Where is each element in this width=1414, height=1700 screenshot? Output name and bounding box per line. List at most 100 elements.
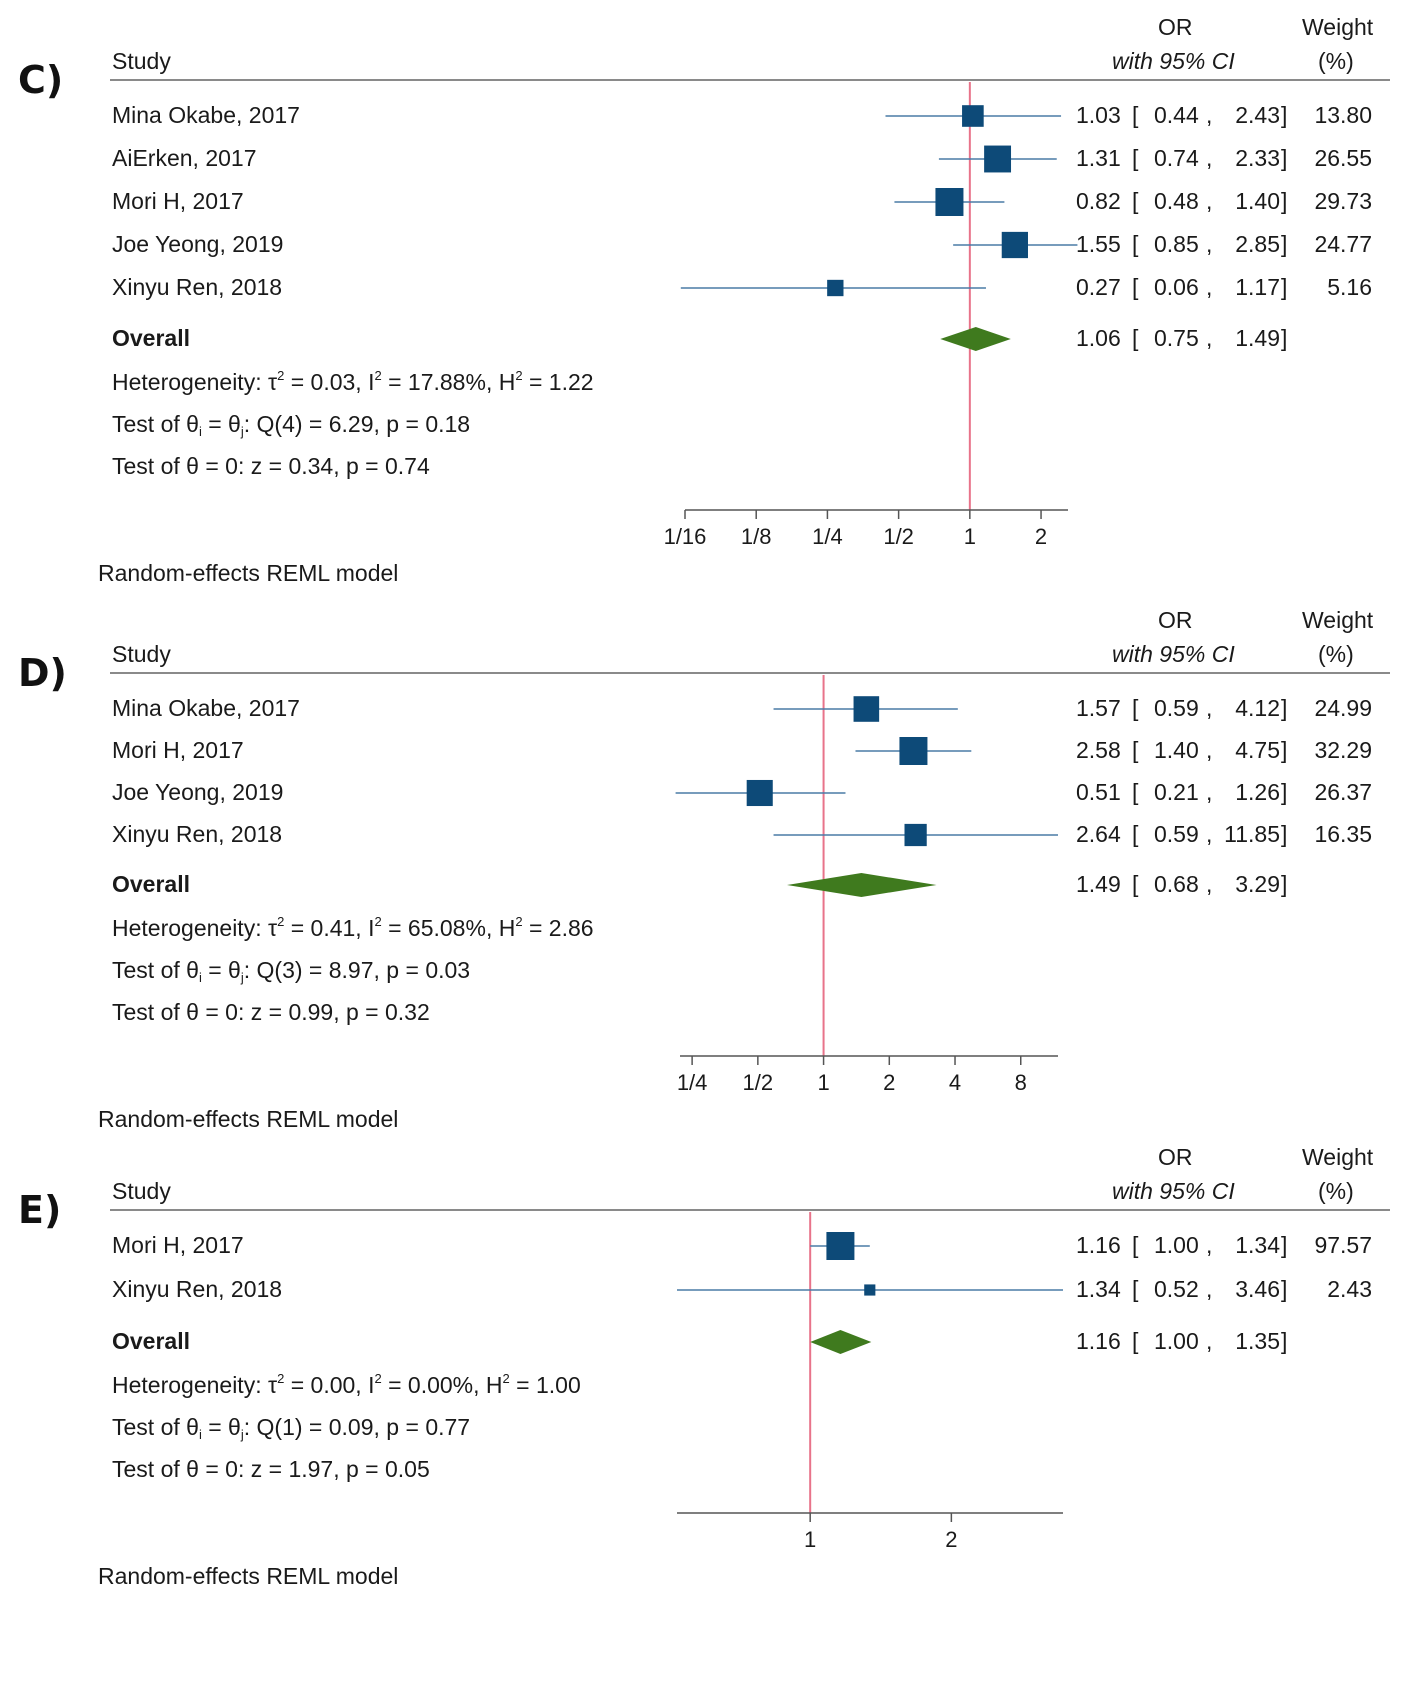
x-tick-label: 1/8: [741, 524, 772, 549]
ci-upper: 2.33: [1235, 145, 1280, 171]
ci-upper: 1.40: [1235, 188, 1280, 214]
ci-close: ]: [1281, 871, 1288, 897]
z-p-value: 0.05: [385, 1456, 430, 1482]
or-header: OR: [1158, 14, 1193, 40]
study-marker: [899, 737, 928, 765]
subscript: j: [240, 1427, 244, 1442]
panel-label: C): [18, 58, 64, 102]
study-marker: [864, 1284, 876, 1296]
i2-value: 65.08%: [407, 915, 486, 941]
subscript: i: [198, 424, 202, 439]
or-value: 1.03: [1076, 102, 1121, 128]
q-value: 8.97: [328, 957, 374, 983]
forest-plot-area: 1/16 1/8 1/4 1/2 1 2: [664, 82, 1078, 549]
x-tick-label: 8: [1015, 1070, 1027, 1095]
x-tick-label: 1: [804, 1527, 816, 1552]
ci-open: [: [1132, 871, 1139, 897]
superscript: 2: [277, 914, 285, 929]
or-value: 0.82: [1076, 188, 1121, 214]
ci-open: [: [1132, 1276, 1139, 1302]
ci-lower: 0.59: [1154, 695, 1199, 721]
subscript: j: [240, 424, 244, 439]
weight-unit-header: (%): [1318, 1178, 1354, 1204]
ci-close: ]: [1281, 188, 1288, 214]
ci-open: [: [1132, 325, 1139, 351]
weight-value: 5.16: [1327, 274, 1372, 300]
ci-comma: ,: [1206, 871, 1213, 897]
weight-value: 32.29: [1314, 737, 1372, 763]
ci-comma: ,: [1206, 102, 1213, 128]
ci-comma: ,: [1206, 145, 1213, 171]
model-note: Random-effects REML model: [98, 1563, 399, 1589]
ci-comma: ,: [1206, 779, 1213, 805]
or-value: 1.57: [1076, 695, 1121, 721]
or-header: OR: [1158, 1144, 1193, 1170]
study-header: Study: [112, 1178, 171, 1204]
z-value: 0.34: [288, 453, 334, 479]
ci-comma: ,: [1206, 231, 1213, 257]
overall-or: 1.06: [1076, 325, 1121, 351]
ci-comma: ,: [1206, 274, 1213, 300]
ci-lower: 1.40: [1154, 737, 1199, 763]
q-value: 0.09: [328, 1414, 374, 1440]
panel-label: D): [18, 651, 67, 695]
ci-open: [: [1132, 274, 1139, 300]
ci-comma: ,: [1206, 1276, 1213, 1302]
forest-plot-area: 1/4 1/2 1 2 4 8: [675, 675, 1058, 1095]
overall-ci-upper: 3.29: [1235, 871, 1280, 897]
study-marker: [826, 1232, 855, 1260]
ci-header: with 95% CI: [1112, 1178, 1235, 1204]
ci-open: [: [1132, 1328, 1139, 1354]
overall-diamond: [940, 327, 1011, 351]
tau2-value: 0.03: [310, 369, 356, 395]
ci-comma: ,: [1206, 1232, 1213, 1258]
ci-open: [: [1132, 1232, 1139, 1258]
ci-close: ]: [1281, 821, 1288, 847]
or-value: 1.55: [1076, 231, 1121, 257]
heterogeneity-stats: Heterogeneity: τ2 = 0.00, I2 = 0.00%, H2…: [112, 1371, 581, 1398]
q-p-value: 0.03: [425, 957, 471, 983]
ci-comma: ,: [1206, 821, 1213, 847]
superscript: 2: [515, 914, 523, 929]
overall-ci-upper: 1.35: [1235, 1328, 1280, 1354]
ci-open: [: [1132, 145, 1139, 171]
ci-close: ]: [1281, 779, 1288, 805]
tau2-value: 0.41: [310, 915, 356, 941]
ci-comma: ,: [1206, 325, 1213, 351]
or-value: 0.27: [1076, 274, 1121, 300]
i2-value: 17.88%: [407, 369, 486, 395]
weight-header: Weight: [1302, 1144, 1374, 1170]
study-name: AiErken, 2017: [112, 145, 257, 171]
overall-diamond: [810, 1330, 872, 1354]
ci-lower: 0.52: [1154, 1276, 1199, 1302]
weight-unit-header: (%): [1318, 48, 1354, 74]
ci-open: [: [1132, 695, 1139, 721]
ci-upper: 3.46: [1235, 1276, 1280, 1302]
q-df: 4: [282, 411, 295, 437]
z-p-value: 0.32: [385, 999, 430, 1025]
ci-comma: ,: [1206, 188, 1213, 214]
superscript: 2: [374, 914, 382, 929]
ci-lower: 0.21: [1154, 779, 1199, 805]
weight-value: 97.57: [1314, 1232, 1372, 1258]
study-marker: [1001, 231, 1028, 259]
or-value: 0.51: [1076, 779, 1121, 805]
or-header: OR: [1158, 607, 1193, 633]
h2-value: 1.00: [535, 1372, 581, 1398]
x-tick-label: 2: [945, 1527, 957, 1552]
q-test: Test of θi = θj: Q(3) = 8.97, p = 0.03: [112, 957, 471, 985]
or-value: 1.34: [1076, 1276, 1121, 1302]
ci-header: with 95% CI: [1112, 641, 1235, 667]
x-tick-label: 1/16: [664, 524, 707, 549]
weight-value: 26.55: [1314, 145, 1372, 171]
study-name: Mina Okabe, 2017: [112, 102, 300, 128]
ci-upper: 1.26: [1235, 779, 1280, 805]
x-tick-label: 1/4: [677, 1070, 708, 1095]
ci-upper: 2.43: [1235, 102, 1280, 128]
overall-label: Overall: [112, 871, 190, 897]
ci-open: [: [1132, 102, 1139, 128]
study-header: Study: [112, 641, 171, 667]
ci-lower: 1.00: [1154, 1232, 1199, 1258]
subscript: i: [198, 970, 202, 985]
